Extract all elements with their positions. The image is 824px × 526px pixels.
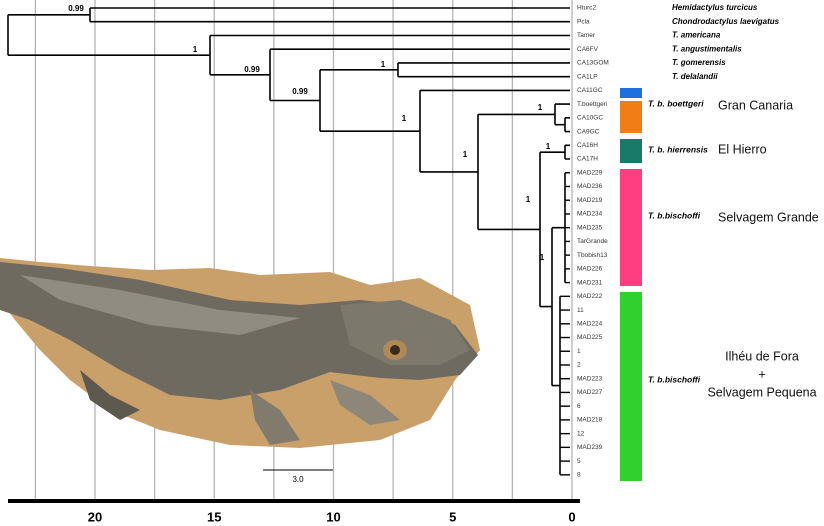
group-bar <box>620 139 642 163</box>
region-label: Ilhéu de Fora <box>725 349 799 363</box>
support-value: 1 <box>381 60 386 69</box>
region-label: Selvagem Grande <box>718 210 819 224</box>
support-value: 0.99 <box>68 4 84 13</box>
support-value: 1 <box>402 114 407 123</box>
lizard-photo <box>0 258 480 448</box>
axis-tick-label: 20 <box>88 509 102 524</box>
tip-label: MAD224 <box>577 321 603 328</box>
tip-label: MAD227 <box>577 389 603 396</box>
group-bar <box>620 292 642 481</box>
tip-label: MAD231 <box>577 279 603 286</box>
species-name: T. angustimentalis <box>672 44 742 53</box>
species-name: T. americana <box>672 31 721 40</box>
region-label: Selvagem Pequena <box>707 385 816 399</box>
grid <box>34 0 573 499</box>
tree-branches <box>7 7 570 475</box>
tip-label: CA17H <box>577 156 598 163</box>
region-label: + <box>758 367 765 381</box>
axis-tick-label: 5 <box>449 509 456 524</box>
tip-label: CA6FV <box>577 46 599 53</box>
supports: 0.99 1 0.99 1 0.99 1 1 1 1 1 1 <box>68 4 551 262</box>
group-taxon: T. b.bischoffi <box>648 210 701 220</box>
tip-label: MAD236 <box>577 183 603 190</box>
group-bar <box>620 101 642 133</box>
support-value: 1 <box>538 103 543 112</box>
species-name: T. gomerensis <box>672 58 726 67</box>
support-value: 1 <box>546 142 551 151</box>
group-bar <box>620 88 642 98</box>
support-value: 1 <box>526 195 531 204</box>
species-name: Chondrodactylus laevigatus <box>672 17 780 26</box>
tip-label: Tbobish13 <box>577 252 608 259</box>
support-value: 0.99 <box>292 87 308 96</box>
tip-label: MAD219 <box>577 197 603 204</box>
tip-label: MAD226 <box>577 266 603 273</box>
group-taxon: T. b. hierrensis <box>648 144 708 154</box>
tip-label: MAD218 <box>577 417 603 424</box>
tip-label: 11 <box>577 307 584 314</box>
tip-label: 8 <box>577 472 581 479</box>
tip-label: MAD239 <box>577 444 603 451</box>
tip-label: MAD229 <box>577 169 603 176</box>
tip-label: 2 <box>577 362 581 369</box>
tip-label: MAD234 <box>577 211 603 218</box>
tip-label: 6 <box>577 403 581 410</box>
support-value: 0.99 <box>244 65 260 74</box>
tip-label: CA13GOM <box>577 60 609 67</box>
axis-tick-label: 0 <box>568 509 575 524</box>
tip-label: CA1LP <box>577 73 598 80</box>
tip-label: 12 <box>577 430 585 437</box>
tips: Hturc2 Pcla Tamer CA6FV CA13GOM CA1LP CA11GC T.… <box>560 3 780 479</box>
tip-label: CA16H <box>577 142 598 149</box>
tip-label: Hturc2 <box>577 5 597 12</box>
region-label: Gran Canaria <box>718 98 793 112</box>
tip-label: CA10GC <box>577 115 603 122</box>
axis-ticks: 20 15 10 5 0 <box>88 509 576 524</box>
group-bar <box>620 169 642 286</box>
tip-label: MAD222 <box>577 293 603 300</box>
tip-label: 1 <box>577 348 581 355</box>
region-label: El Hierro <box>718 142 767 156</box>
support-value: 1 <box>193 45 198 54</box>
group-taxon: T. b.bischoffi <box>648 374 701 384</box>
support-value: 1 <box>463 150 468 159</box>
tip-label: MAD235 <box>577 224 603 231</box>
group-taxon: T. b. boettgeri <box>648 98 704 108</box>
tip-label: Pcla <box>577 18 590 25</box>
tip-label: MAD223 <box>577 375 603 382</box>
species-name: Hemidactylus turcicus <box>672 3 758 12</box>
tip-label: TarGrande <box>577 238 608 245</box>
tip-label: CA9GC <box>577 128 600 135</box>
axis-tick-label: 15 <box>207 509 221 524</box>
scale-bar-label: 3.0 <box>292 475 304 484</box>
tip-label: Tamer <box>577 32 596 39</box>
tip-label: 5 <box>577 458 581 465</box>
tip-label: CA11GC <box>577 87 603 94</box>
species-name: T. delalandii <box>672 72 718 81</box>
axis-tick-label: 10 <box>326 509 340 524</box>
support-value: 1 <box>540 253 545 262</box>
tip-label: MAD225 <box>577 334 603 341</box>
tip-label: T.boettgeri <box>577 101 607 108</box>
